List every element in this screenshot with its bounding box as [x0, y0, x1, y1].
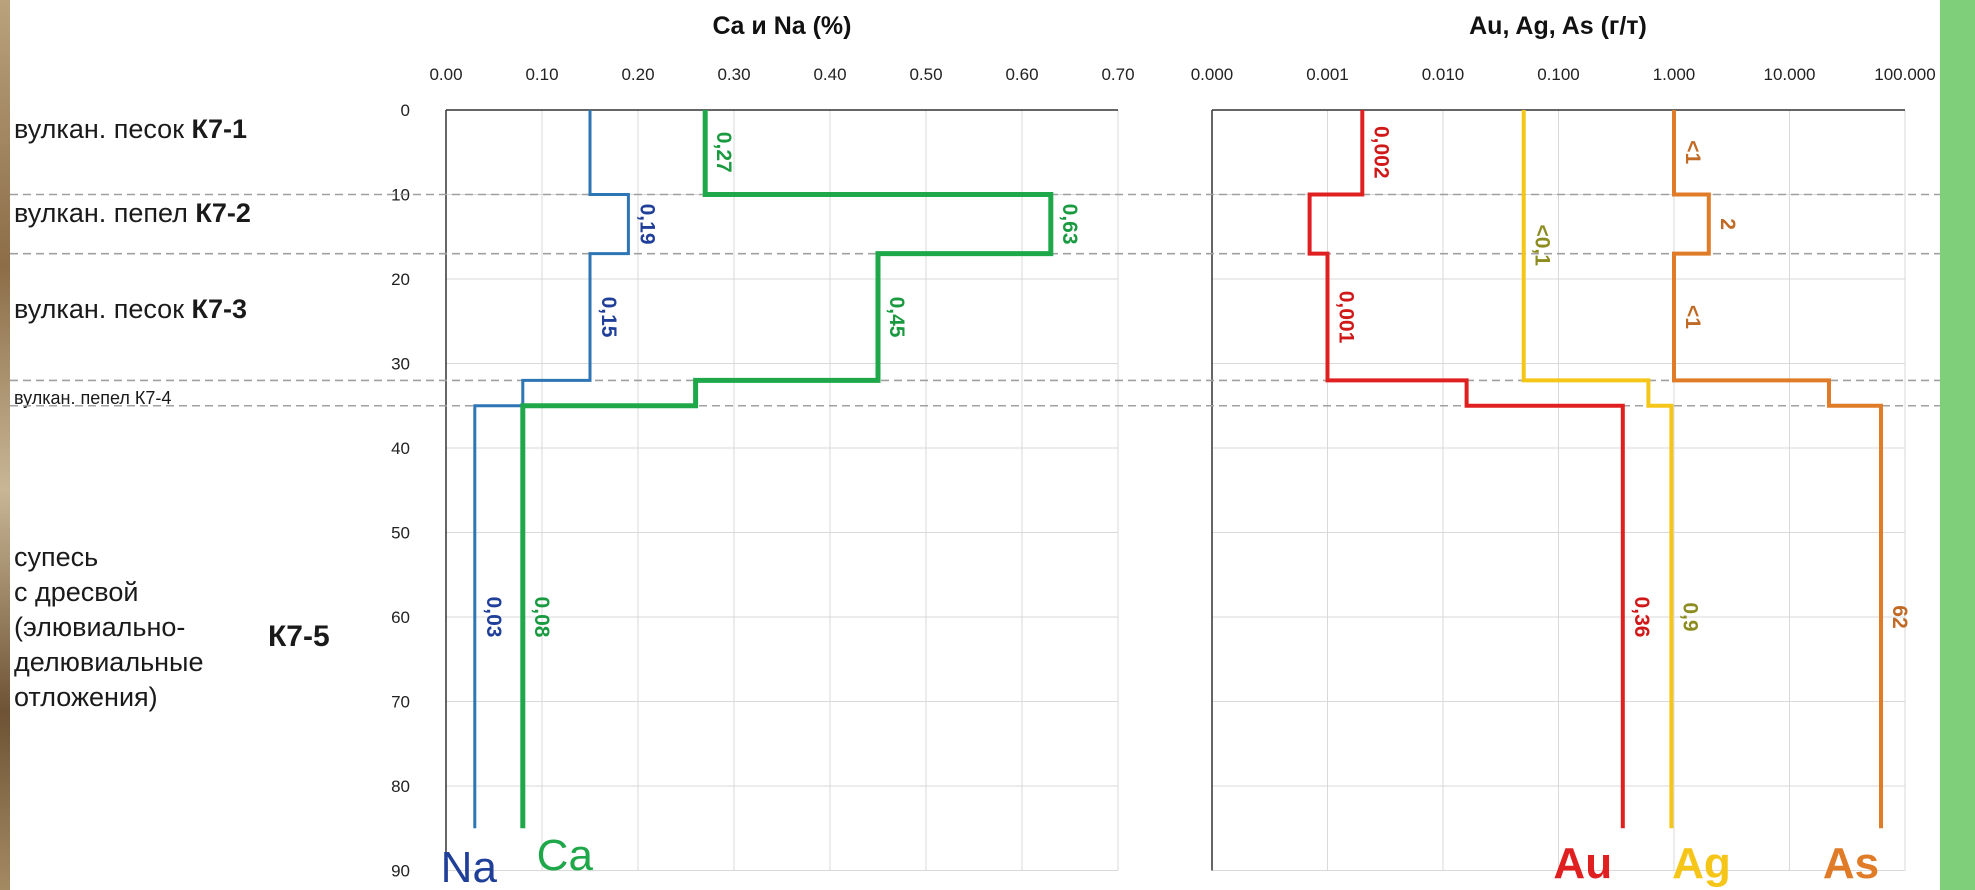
y-tick-label: 90 [391, 862, 410, 881]
x-tick-label: 0.010 [1422, 65, 1465, 84]
y-tick-label: 80 [391, 777, 410, 796]
as-value-label: 62 [1888, 605, 1911, 628]
au-value-label: 0,001 [1335, 291, 1358, 344]
x-tick-label: 0.20 [621, 65, 654, 84]
layer-k7-5-label: супесь с дресвой (элювиально- делювиальн… [14, 540, 203, 715]
na-value-label: 0,19 [635, 204, 658, 245]
x-tick-label: 0.000 [1191, 65, 1234, 84]
legend-au: Au [1553, 839, 1612, 888]
ca-value-label: 0,08 [530, 597, 553, 638]
ca-value-label: 0,63 [1058, 204, 1081, 245]
x-tick-label: 0.00 [429, 65, 462, 84]
layer-k7-4-label: вулкан. пепел К7-4 [14, 388, 172, 408]
layer-k7-2-name: вулкан. пепел [14, 198, 188, 228]
y-tick-label: 70 [391, 693, 410, 712]
x-tick-label: 0.70 [1101, 65, 1134, 84]
x-tick-label: 100.000 [1874, 65, 1935, 84]
legend-na: Na [441, 843, 498, 890]
layer-k7-5-line: (элювиально- [14, 612, 186, 642]
au-value-label: 0,36 [1630, 597, 1653, 638]
x-tick-label: 0.100 [1537, 65, 1580, 84]
layer-k7-2-label: вулкан. пепел К7-2 [14, 198, 251, 229]
layer-k7-5-line: супесь [14, 542, 99, 572]
layer-k7-1-code: К7-1 [191, 114, 248, 144]
layer-k7-5-code: К7-5 [268, 620, 330, 653]
layer-k7-5-line: делювиальные [14, 647, 204, 677]
x-tick-label: 0.001 [1306, 65, 1349, 84]
x-tick-label: 0.60 [1005, 65, 1038, 84]
y-tick-label: 20 [391, 270, 410, 289]
legend-ca: Ca [537, 831, 594, 880]
layer-k7-3-name: вулкан. песок [14, 294, 185, 324]
ag-series-line [1521, 110, 1674, 829]
as-value-label: <1 [1681, 305, 1704, 329]
na-value-label: 0,03 [482, 597, 505, 638]
legend-as: As [1823, 839, 1879, 888]
x-tick-label: 10.000 [1764, 65, 1816, 84]
na-series-line [473, 110, 630, 829]
layer-k7-1-name: вулкан. песок [14, 114, 185, 144]
ag-value-label: <0,1 [1531, 224, 1554, 266]
au-value-label: 0,002 [1369, 126, 1392, 179]
chart-title-ca-na: Ca и Na (%) [712, 12, 851, 40]
ca-value-label: 0,27 [712, 132, 735, 173]
y-tick-label: 30 [391, 355, 410, 374]
ca-value-label: 0,45 [885, 297, 908, 338]
y-tick-label: 40 [391, 439, 410, 458]
y-tick-label: 60 [391, 608, 410, 627]
as-value-label: <1 [1681, 140, 1704, 164]
x-tick-label: 0.30 [717, 65, 750, 84]
x-tick-label: 0.10 [525, 65, 558, 84]
legend-ag: Ag [1672, 839, 1731, 888]
layer-k7-5-line: отложения) [14, 682, 158, 712]
layer-k7-5-line: с дресвой [14, 577, 139, 607]
as-series-line [1672, 110, 1883, 829]
y-tick-label: 50 [391, 524, 410, 543]
x-tick-label: 1.000 [1653, 65, 1696, 84]
as-value-label: 2 [1716, 218, 1739, 230]
edge-photo-strip [0, 0, 10, 890]
x-tick-label: 0.40 [813, 65, 846, 84]
x-tick-label: 0.50 [909, 65, 942, 84]
layer-k7-3-label: вулкан. песок К7-3 [14, 294, 247, 325]
ca-series-line [520, 110, 1054, 829]
y-tick-label: 0 [401, 101, 410, 120]
layer-k7-3-code: К7-3 [191, 294, 248, 324]
ag-value-label: 0,9 [1678, 602, 1701, 631]
edge-green-strip [1940, 0, 1975, 890]
na-value-label: 0,15 [597, 297, 620, 338]
chart-title-au-ag-as: Au, Ag, As (г/т) [1469, 12, 1647, 40]
layer-k7-2-code: К7-2 [195, 198, 251, 228]
au-series-line [1307, 110, 1625, 829]
layer-k7-1-label: вулкан. песок К7-1 [14, 114, 247, 145]
